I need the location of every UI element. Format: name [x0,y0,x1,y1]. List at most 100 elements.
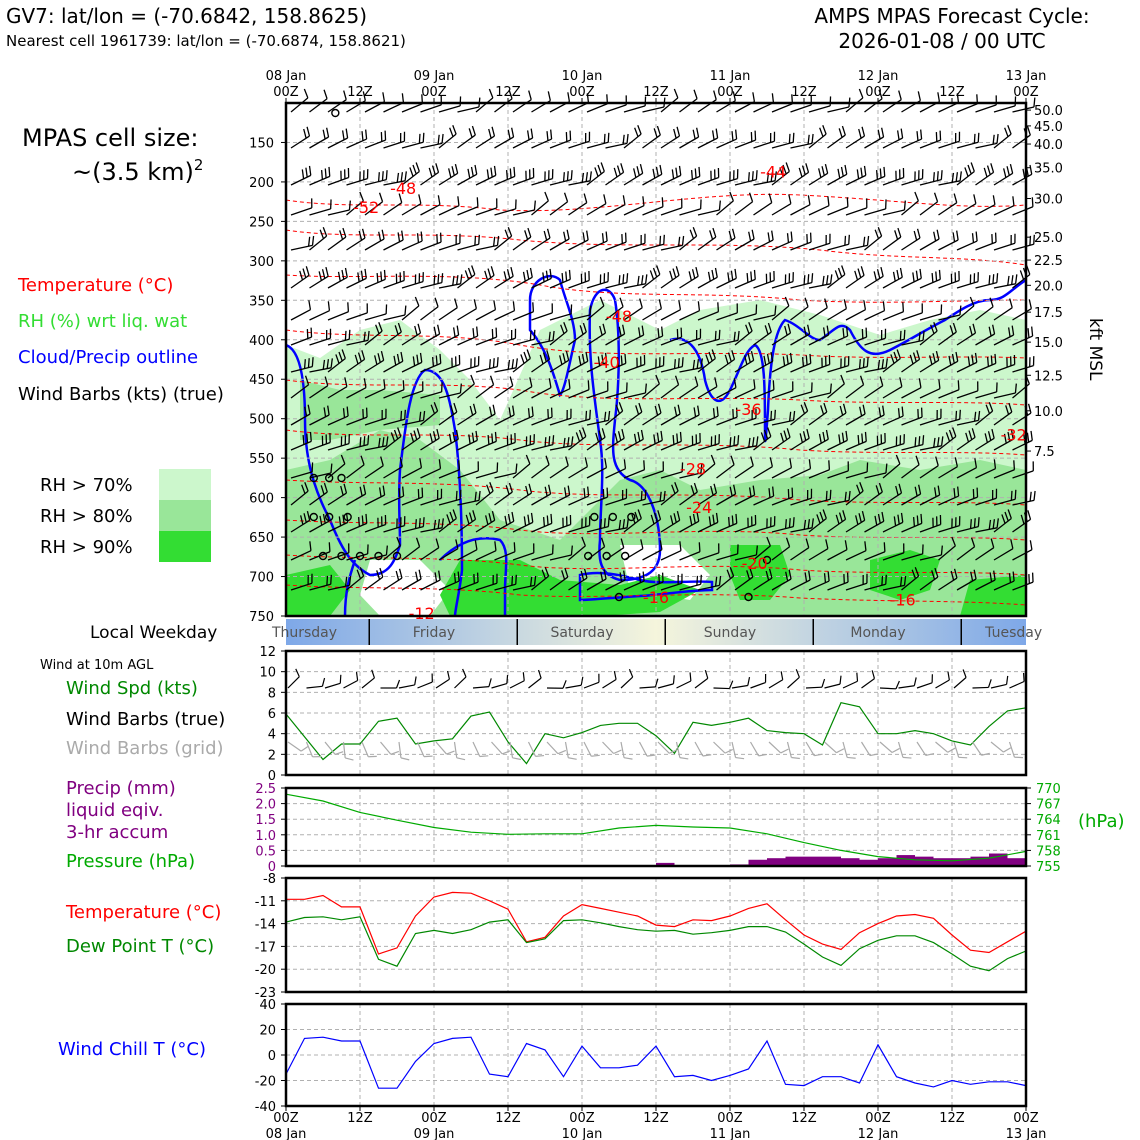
wind-barb-flag [415,571,419,582]
temperature-contour-label: -48 [390,179,416,198]
wind10m-barb-true [491,675,509,689]
wind-barb-flag [930,324,935,334]
wind-barb-flag [381,516,383,526]
wind-barb-flag [847,461,849,471]
wind10m-barb-grid-shaft [657,741,670,754]
wind-barb-flag [866,357,869,367]
wind10m-barb-true [602,671,617,689]
wind-barb-flag [991,489,994,500]
wind10m-barb-shaft [472,686,489,689]
wind-barb [457,326,479,346]
wind10m-barb-grid [305,741,322,758]
wind-barb-flag [508,482,513,493]
wind-barb-flag [639,298,643,308]
wind-barb-flag [1005,405,1010,415]
wind-barb [438,429,459,451]
wind-barb-shaft [993,469,1015,479]
wind-barb-flag [505,485,510,495]
wind-barb-flag [689,229,695,239]
wind-barb-flag [429,433,434,443]
wind-barb-shaft [864,208,886,216]
wind-barb-shaft [845,309,866,321]
wind-barb-flag [598,430,603,440]
wind-barb-flag [546,515,549,526]
wind-barb [679,574,702,591]
wind-barb [882,512,904,533]
wind-barb-flag [348,329,351,340]
wind-barb [993,571,1015,591]
wind-barb-shaft [753,239,774,251]
wind10m-barb-grid [731,741,745,760]
wind-barb [790,163,810,186]
wind-barb-flag [511,575,514,586]
wind-barb-flag [914,486,918,497]
wind-barb-flag [896,349,901,359]
wind10m-barb-shaft [805,686,823,689]
wind-barb-flag [343,483,348,494]
wind-barb-flag [329,199,332,209]
wind-barb [512,512,534,533]
wind-barb-shaft [790,306,809,321]
wind-barb [753,568,773,591]
wind-barb-flag [837,168,841,179]
value-tick-label-right: 767 [1036,798,1061,813]
wind-barb-flag [415,162,420,172]
wind-barb-shaft [864,310,885,321]
wind10m-barb-grid-flag [947,747,956,753]
wind-barb [975,133,999,149]
wind-barb [734,456,754,479]
wind-barb [494,266,514,289]
wind-barb-flag [310,327,313,338]
wind-barb-flag [472,403,477,414]
wind-barb-flag [755,170,758,180]
precip-bar [804,856,823,866]
wind-barb [457,374,475,399]
wind10m-barb-flag [598,673,600,683]
wind-barb-flag [400,517,402,527]
wind-barb-flag [441,273,444,283]
wind-barb-flag [620,163,625,173]
wind-barb [827,197,849,216]
wind-barb-flag [661,197,664,207]
calm-wind-circle [762,555,772,565]
wind-barb-flag [787,489,790,499]
temperature-contour-label: -36 [735,400,761,419]
wind-barb-flag [828,354,831,365]
wind10m-barb-flag [395,679,401,689]
wind-barb-shaft [605,306,624,321]
wind-barb-flag [363,331,366,342]
wind-barb-flag [570,545,573,556]
wind-barb-flag [788,411,792,422]
wind-barb [531,544,554,561]
wind-barb-shaft [919,554,942,561]
wind-barb-shaft [901,312,923,321]
wind-barb-flag [533,575,537,586]
wind10m-barb-grid-shaft [324,741,336,755]
wind-barb-flag [809,353,812,364]
wind-barb [346,330,370,346]
wind-barb-flag [783,430,788,440]
wind10m-barb-grid-shaft [491,741,503,755]
wind-barb-flag [465,514,470,525]
wind-barb-flag [431,165,436,175]
wind-barb [864,166,886,186]
wind-barb [919,229,940,251]
wind-barb-flag [670,515,674,525]
legend-temperature: Temperature (°C) [17,275,173,296]
calm-wind-circle [602,551,611,561]
wind-barb-flag [1026,125,1031,136]
wind-barb-flag [437,195,441,205]
wind-barb-shaft [938,389,960,399]
wind-barb-flag [863,165,867,176]
wind-barb-shaft [364,139,386,149]
wind-barb-shaft [290,207,313,216]
wind-barb-flag [347,302,350,312]
wind-barb-flag [467,168,471,179]
wind-barb-flag [304,406,308,417]
wind-barb [716,407,738,426]
wind-barb-flag [935,132,938,142]
wind-barb-flag [489,406,493,417]
wind-barb-flag [434,297,439,307]
wind-barb-flag [1028,299,1032,309]
wind-barb-flag [401,230,404,241]
